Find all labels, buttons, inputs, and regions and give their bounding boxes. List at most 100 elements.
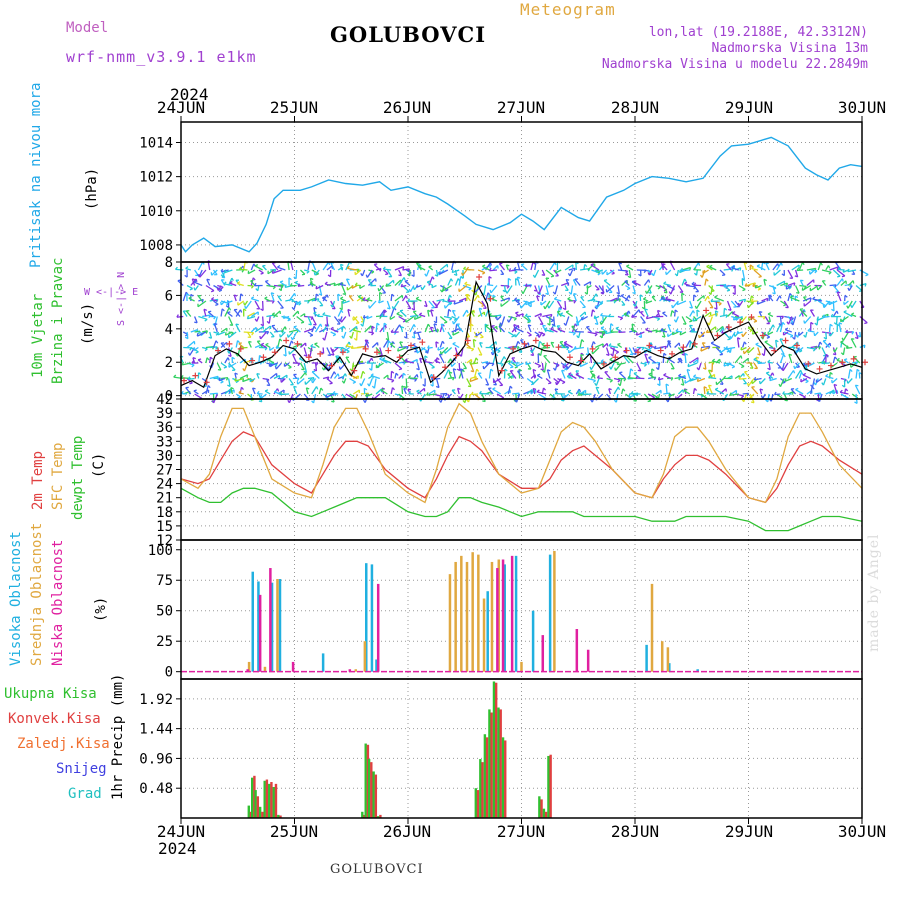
wind-barb-head <box>690 329 694 333</box>
wind-barb <box>795 346 804 354</box>
precip-bar <box>483 734 487 818</box>
wind-barb <box>859 269 869 276</box>
wind-barb <box>405 315 415 323</box>
wind-barb-head <box>708 369 712 372</box>
wind-barb-head <box>538 352 542 356</box>
wind-barb-head <box>675 328 679 332</box>
wind-barb-head <box>618 262 622 265</box>
wind-gust-marker <box>566 354 573 361</box>
wind-barb-head <box>633 371 638 375</box>
wind-barb <box>755 343 762 349</box>
wind-barb <box>364 325 372 333</box>
wind-barb-head <box>292 353 296 356</box>
wind-barb-head <box>371 332 375 336</box>
wind-barb-head <box>444 393 448 397</box>
wind-barb <box>734 375 740 380</box>
wind-barb <box>307 316 313 326</box>
precip-bar <box>540 799 543 818</box>
wind-barb-head <box>260 272 264 275</box>
wind-barb <box>293 326 301 333</box>
wind-barb-head <box>665 296 669 300</box>
wind-barb <box>376 362 384 369</box>
wind-barb-head <box>550 275 555 278</box>
wind-barb-head <box>317 313 320 317</box>
wind-barb <box>466 294 468 302</box>
wind-barb <box>843 359 849 364</box>
wind-barb <box>326 265 333 271</box>
wind-barb-head <box>238 266 242 270</box>
wind-barb-head <box>313 272 316 276</box>
wind-gust-marker <box>714 332 721 339</box>
wind-barb-head <box>547 284 551 288</box>
wind-barb-head <box>396 311 400 315</box>
wind-barb-head <box>489 289 492 294</box>
wind-barb-head <box>781 367 784 372</box>
pressure-line <box>180 136 863 253</box>
cloud-bar <box>363 641 367 672</box>
wind-barb-head <box>193 287 196 291</box>
wind-gust-marker <box>816 365 823 372</box>
wind-barb-head <box>790 317 795 321</box>
wind-barb <box>604 371 611 379</box>
wind-barb-head <box>395 372 399 376</box>
wind-barb <box>401 295 407 302</box>
wind-barb <box>685 315 693 322</box>
wind-barb <box>775 340 778 348</box>
wind-barb-head <box>337 293 341 297</box>
wind-barb <box>458 297 467 302</box>
wind-barb <box>715 325 724 333</box>
ytick-label: 1010 <box>139 204 173 220</box>
wind-barb <box>228 362 236 371</box>
wind-barb <box>396 313 403 318</box>
wind-barb-head <box>617 386 621 391</box>
wind-barb-head <box>751 295 754 299</box>
wind-barb-head <box>609 357 613 361</box>
wind-barb <box>794 285 800 294</box>
wind-barb-head <box>772 324 775 328</box>
wind-barb <box>364 339 370 348</box>
wind-barb-head <box>303 354 307 357</box>
wind-barb-head <box>630 327 634 330</box>
wind-barb <box>419 358 422 364</box>
wind-barb <box>840 377 847 381</box>
wind-barb-head <box>266 320 270 324</box>
wind-barb <box>194 285 199 291</box>
wind-barb <box>590 362 596 371</box>
wind-barb <box>615 327 623 333</box>
wind-barb-head <box>209 356 214 360</box>
wind-barb-head <box>525 301 528 305</box>
wind-barb-head <box>840 340 844 343</box>
wind-barb <box>489 325 498 333</box>
wind-barb <box>277 266 286 271</box>
wind-barb-head <box>505 290 508 294</box>
wind-barb <box>786 284 793 290</box>
wind-barb-head <box>756 301 759 305</box>
wind-barb <box>197 295 203 302</box>
wind-barb <box>405 300 412 309</box>
wind-barb <box>809 269 815 275</box>
wind-barb-head <box>237 396 241 399</box>
wind-barb <box>209 357 212 364</box>
wind-barb <box>452 343 460 349</box>
wind-barb <box>322 347 325 354</box>
precip-bar <box>263 780 266 818</box>
wind-barb <box>787 370 795 379</box>
wind-barb-head <box>580 353 584 357</box>
wind-barb <box>349 325 358 333</box>
wind-barb <box>386 331 390 341</box>
wind-barb-head <box>346 350 350 354</box>
wind-barb <box>538 331 543 338</box>
wind-barb-head <box>708 291 712 296</box>
wind-barb-head <box>755 356 760 359</box>
wind-barb <box>790 388 797 395</box>
ytick-label: 50 <box>156 604 173 620</box>
wind-barb-head <box>452 377 455 381</box>
wind-barb <box>477 331 484 338</box>
wind-barb <box>454 323 458 333</box>
wind-barb <box>520 264 528 271</box>
wind-barb-head <box>189 382 193 385</box>
wind-barb <box>730 331 736 339</box>
wind-barb-head <box>458 353 462 357</box>
precip-bar <box>251 777 254 818</box>
